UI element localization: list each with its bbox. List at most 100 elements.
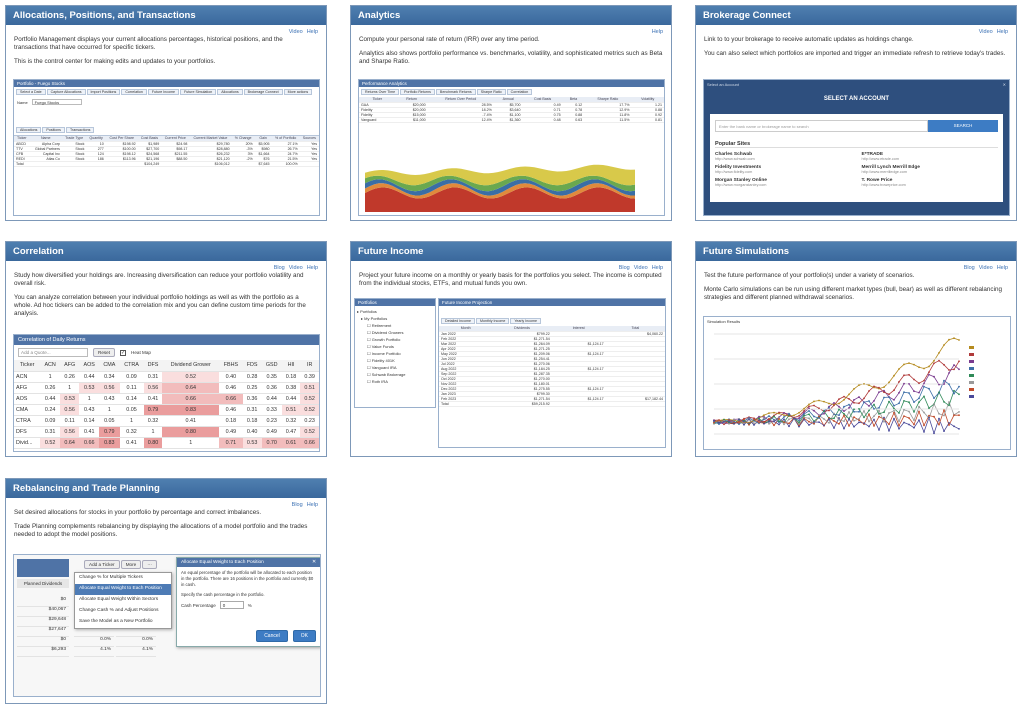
menu-item[interactable]: Allocate Equal Weight Within Sectors — [79, 597, 159, 602]
ok-button[interactable]: OK — [292, 630, 316, 642]
table-row[interactable]: Oct 2022 $1,270.00 — [439, 376, 665, 382]
tree-item[interactable]: ☐ Dividend Growers — [367, 330, 404, 335]
tree-item[interactable]: ☐ Vanguard IRA — [367, 365, 397, 370]
tab[interactable]: Portfolio Returns — [400, 89, 435, 95]
table-row[interactable]: Jan 2023 $799.30 — [439, 391, 665, 397]
video-link[interactable]: Video — [633, 265, 648, 271]
table-row[interactable]: Dec 2022 $1,275.55 $1,124.17 — [439, 386, 665, 392]
table-row[interactable]: ACN 1 0.26 0.44 0.34 0.09 0.31 0.52 0.40 0.28 0.35… — [14, 371, 319, 383]
tree-item[interactable]: ▸ Portfolios — [357, 309, 377, 314]
more-button[interactable]: More — [120, 560, 142, 569]
help-link[interactable]: Help — [996, 265, 1008, 271]
close-icon[interactable]: ✕ — [1002, 82, 1006, 87]
site-item[interactable]: Merrill Lynch Merrill Edge http://www.mer… — [862, 165, 999, 174]
search-input[interactable]: Enter the bank name or brokerage name to… — [715, 120, 928, 132]
quote-input[interactable]: Add a Quote... — [18, 348, 88, 357]
toolbar-button[interactable]: Allocations — [217, 89, 243, 95]
toolbar-button[interactable]: Brokerage Connect — [243, 89, 283, 95]
tab[interactable]: Correlation — [506, 89, 533, 95]
table-row[interactable]: CFB Capital Inc Stock 124 $198.12 $24,568 $211… — [14, 151, 319, 157]
menu-item[interactable]: Allocate Equal Weight to Each Position — [75, 584, 171, 595]
table-row[interactable]: Aug 2022 $1,184.25 $1,124.17 — [439, 366, 665, 372]
table-row[interactable]: Fidelity $15,000 -7.4% $1,100 0.75 0.88 11.8% 0… — [359, 112, 664, 118]
blog-link[interactable]: Blog — [618, 265, 630, 271]
reset-button[interactable]: Reset — [93, 348, 116, 357]
tree-item[interactable]: ▸ My Portfolios — [361, 316, 388, 321]
toolbar-button[interactable]: Correlation — [121, 89, 147, 95]
tab[interactable]: Monthly Income — [475, 318, 510, 324]
toolbar-button[interactable]: Capture Allocations — [46, 89, 86, 95]
help-link[interactable]: Help — [651, 29, 663, 35]
table-row[interactable]: AOS 0.44 0.53 1 0.43 0.14 0.41 0.66 0.66 0.36 0.44… — [14, 393, 319, 405]
help-link[interactable]: Help — [306, 29, 318, 35]
table-row[interactable]: Sep 2022 $1,287.35 — [439, 371, 665, 377]
table-row[interactable]: Nov 2022 $1,180.01 — [439, 381, 665, 387]
tab[interactable]: Benchmark Returns — [435, 89, 476, 95]
tree-item[interactable]: ☐ Fidelity 401K — [367, 358, 395, 363]
table-row[interactable]: Jun 2022 $1,254.41 — [439, 356, 665, 362]
help-link[interactable]: Help — [306, 502, 318, 508]
table-row[interactable]: Apr 2022 $1,271.25 — [439, 346, 665, 352]
close-icon[interactable]: ✕ — [311, 560, 316, 565]
tab[interactable]: Positions — [42, 127, 65, 133]
table-row[interactable]: Jul 2022 $1,270.06 — [439, 361, 665, 367]
table-row[interactable]: ABCD Alpha Corp Stock 10 $198.92 $1,989 $24.98… — [14, 141, 319, 147]
video-link[interactable]: Video — [978, 265, 993, 271]
toolbar-button[interactable]: Future Simulation — [180, 89, 217, 95]
blog-link[interactable]: Blog — [963, 265, 975, 271]
site-item[interactable]: Morgan Stanley Online http://www.morganst… — [715, 178, 852, 187]
tab[interactable]: Sharpe Ratio — [476, 89, 506, 95]
more-menu-toggle[interactable]: ··· — [142, 560, 157, 569]
table-row[interactable]: May 2022 $1,209.06 $1,124.17 — [439, 351, 665, 357]
table-row[interactable]: DFS 0.31 0.56 0.41 0.79 0.32 1 0.80 0.49 0.40 0.49… — [14, 426, 319, 438]
tree-item[interactable]: ☐ Roth IRA — [367, 379, 388, 384]
blog-link[interactable]: Blog — [291, 502, 303, 508]
toolbar-button[interactable]: Select a Date — [16, 89, 46, 95]
cash-percentage-input[interactable]: 0 — [219, 601, 244, 609]
help-link[interactable]: Help — [651, 265, 663, 271]
menu-item[interactable]: Change % for Multiple Tickers — [79, 575, 143, 580]
table-row[interactable]: Mar 2022 $1,264.09 $1,124.17 — [439, 341, 665, 347]
tab[interactable]: Transactions — [65, 127, 95, 133]
table-row[interactable]: CTRA 0.09 0.11 0.14 0.05 1 0.32 0.41 0.18 0.18 0.2… — [14, 415, 319, 427]
name-field[interactable]: Fuego Stocks — [31, 99, 82, 105]
site-item[interactable]: T. Rowe Price http://www.troweprice.com — [862, 178, 999, 187]
table-row[interactable]: REDI Atlas Co Stock 186 $113.96 $21,196 $88.50… — [14, 156, 319, 162]
table-row[interactable]: Jan 2022 $799.22 $4,060.22 — [439, 331, 665, 337]
site-item[interactable]: E*TRADE http://www.etrade.com — [862, 152, 999, 161]
menu-item[interactable]: Change Cash % and Adjust Positions — [79, 608, 159, 613]
tree-item[interactable]: ☐ Income Portfolio — [367, 351, 401, 356]
site-item[interactable]: Charles Schwab http://www.schwab.com — [715, 152, 852, 161]
video-link[interactable]: Video — [978, 29, 993, 35]
blog-link[interactable]: Blog — [273, 265, 285, 271]
table-row[interactable]: Fidelity $20,000 18.2% $3,640 0.71 0.78 12.9% 0… — [359, 107, 664, 113]
site-item[interactable]: Fidelity Investments http://www.fidelity.… — [715, 165, 852, 174]
table-row[interactable]: Feb 2023 $1,271.54 $1,124.17 $17,182.44 — [439, 396, 665, 402]
help-link[interactable]: Help — [996, 29, 1008, 35]
toolbar-button[interactable]: More actions — [283, 89, 313, 95]
video-link[interactable]: Video — [288, 29, 303, 35]
tree-item[interactable]: ☐ Growth Portfolio — [367, 337, 401, 342]
menu-item[interactable]: Save the Model as a New Portfolio — [79, 619, 153, 624]
table-row[interactable]: Vanguard $11,000 12.4% $1,360 0.48 0.63 11.5% 0… — [359, 117, 664, 123]
search-button[interactable]: SEARCH — [928, 120, 998, 132]
tree-item[interactable]: ☐ Retirement — [367, 323, 392, 328]
tab[interactable]: Yearly Income — [510, 318, 541, 324]
table-row[interactable]: AFG 0.26 1 0.53 0.56 0.11 0.56 0.64 0.46 0.25 0.36… — [14, 382, 319, 394]
table-row[interactable]: Feb 2022 $1,271.54 — [439, 336, 665, 342]
tree-item[interactable]: ☐ Value Funds — [367, 344, 394, 349]
toolbar-button[interactable]: Import Positions — [86, 89, 121, 95]
toolbar-button[interactable]: Future Income — [147, 89, 180, 95]
help-link[interactable]: Help — [306, 265, 318, 271]
table-row[interactable]: TTV Global Partners Stock 277 $100.00 $27,700… — [14, 146, 319, 152]
cancel-button[interactable]: Cancel — [256, 630, 288, 642]
tab[interactable]: Returns Over Time — [361, 89, 400, 95]
tab[interactable]: Allocations — [16, 127, 42, 133]
tree-item[interactable]: ☐ Schwab Brokerage — [367, 372, 406, 377]
add-ticker-button[interactable]: Add a Ticker — [84, 560, 120, 569]
video-link[interactable]: Video — [288, 265, 303, 271]
heat-map-checkbox[interactable]: ✓ — [120, 349, 127, 356]
table-row[interactable]: Divid... 0.52 0.64 0.66 0.83 0.41 0.80 1 0.71 0.5… — [14, 437, 319, 449]
tab[interactable]: Detailed Income — [441, 318, 475, 324]
table-row[interactable]: GAA $20,000 28.5% $5,700 0.49 0.12 17.7% 1.21 — [359, 102, 664, 108]
